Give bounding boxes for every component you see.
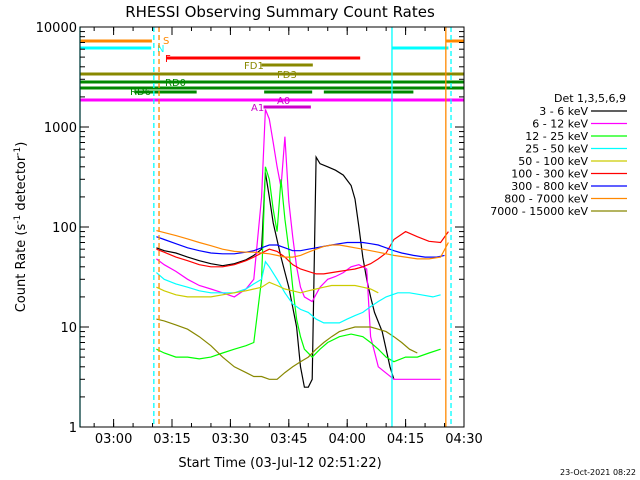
series-line — [156, 318, 418, 380]
flag-bars: SNF FD1 FD3 RD0 RD6 A1 A0 — [80, 36, 464, 114]
legend-label: 12 - 25 keV — [525, 130, 588, 143]
flag-label: FD3 — [277, 70, 297, 81]
legend-label: 7000 - 15000 keV — [490, 205, 588, 218]
series-line — [156, 281, 379, 298]
legend-label: 800 - 7000 keV — [504, 193, 588, 206]
series-line — [156, 230, 449, 260]
legend-label: 6 - 12 keV — [532, 118, 588, 131]
flag-label: RD6 — [130, 87, 151, 98]
flag-label: F — [165, 54, 171, 65]
x-axis-label: Start Time (03-Jul-12 02:51:22) — [178, 456, 381, 471]
flag-label: A0 — [277, 96, 290, 107]
series-line — [156, 236, 445, 258]
y-tick-label: 100 — [52, 221, 77, 236]
series-line — [156, 109, 441, 380]
x-tick-label: 04:00 — [328, 432, 365, 447]
y-tick-label: 1000 — [44, 121, 77, 136]
flag-label: A1 — [251, 103, 264, 114]
legend-label: 300 - 800 keV — [511, 180, 588, 193]
flag-label: S — [163, 36, 169, 47]
footer-date: 23-Oct-2021 08:22 — [560, 468, 636, 477]
y-tick-label: 10000 — [36, 21, 77, 36]
x-tick-label: 04:30 — [445, 432, 482, 447]
axes: 1 10 100 1000 10000 03:00 03:15 03:30 03:45 04:00… — [36, 21, 483, 447]
legend-title: Det 1,3,5,6,9 — [554, 92, 626, 105]
x-tick-label: 03:45 — [270, 432, 307, 447]
series-line — [156, 230, 449, 275]
x-tick-label: 03:30 — [212, 432, 249, 447]
series-line — [156, 166, 441, 363]
y-tick-label: 1 — [69, 421, 77, 436]
legend-label: 3 - 6 keV — [539, 105, 588, 118]
legend-label: 100 - 300 keV — [511, 168, 588, 181]
chart-title: RHESSI Observing Summary Count Rates — [125, 3, 435, 21]
series-line — [156, 260, 441, 324]
y-tick-label: 10 — [60, 321, 77, 336]
legend-label: 50 - 100 keV — [518, 155, 588, 168]
x-tick-label: 04:15 — [387, 432, 424, 447]
flag-label: N — [157, 44, 164, 55]
y-axis-label: Count Rate (s-1 detector-1) — [13, 142, 29, 313]
legend-label: 25 - 50 keV — [525, 143, 588, 156]
flag-label: FD1 — [244, 61, 264, 72]
flag-label: RD0 — [165, 78, 186, 89]
x-tick-label: 03:15 — [153, 432, 190, 447]
series-line — [156, 154, 395, 388]
series-layer — [156, 109, 449, 388]
x-tick-label: 03:00 — [95, 432, 132, 447]
